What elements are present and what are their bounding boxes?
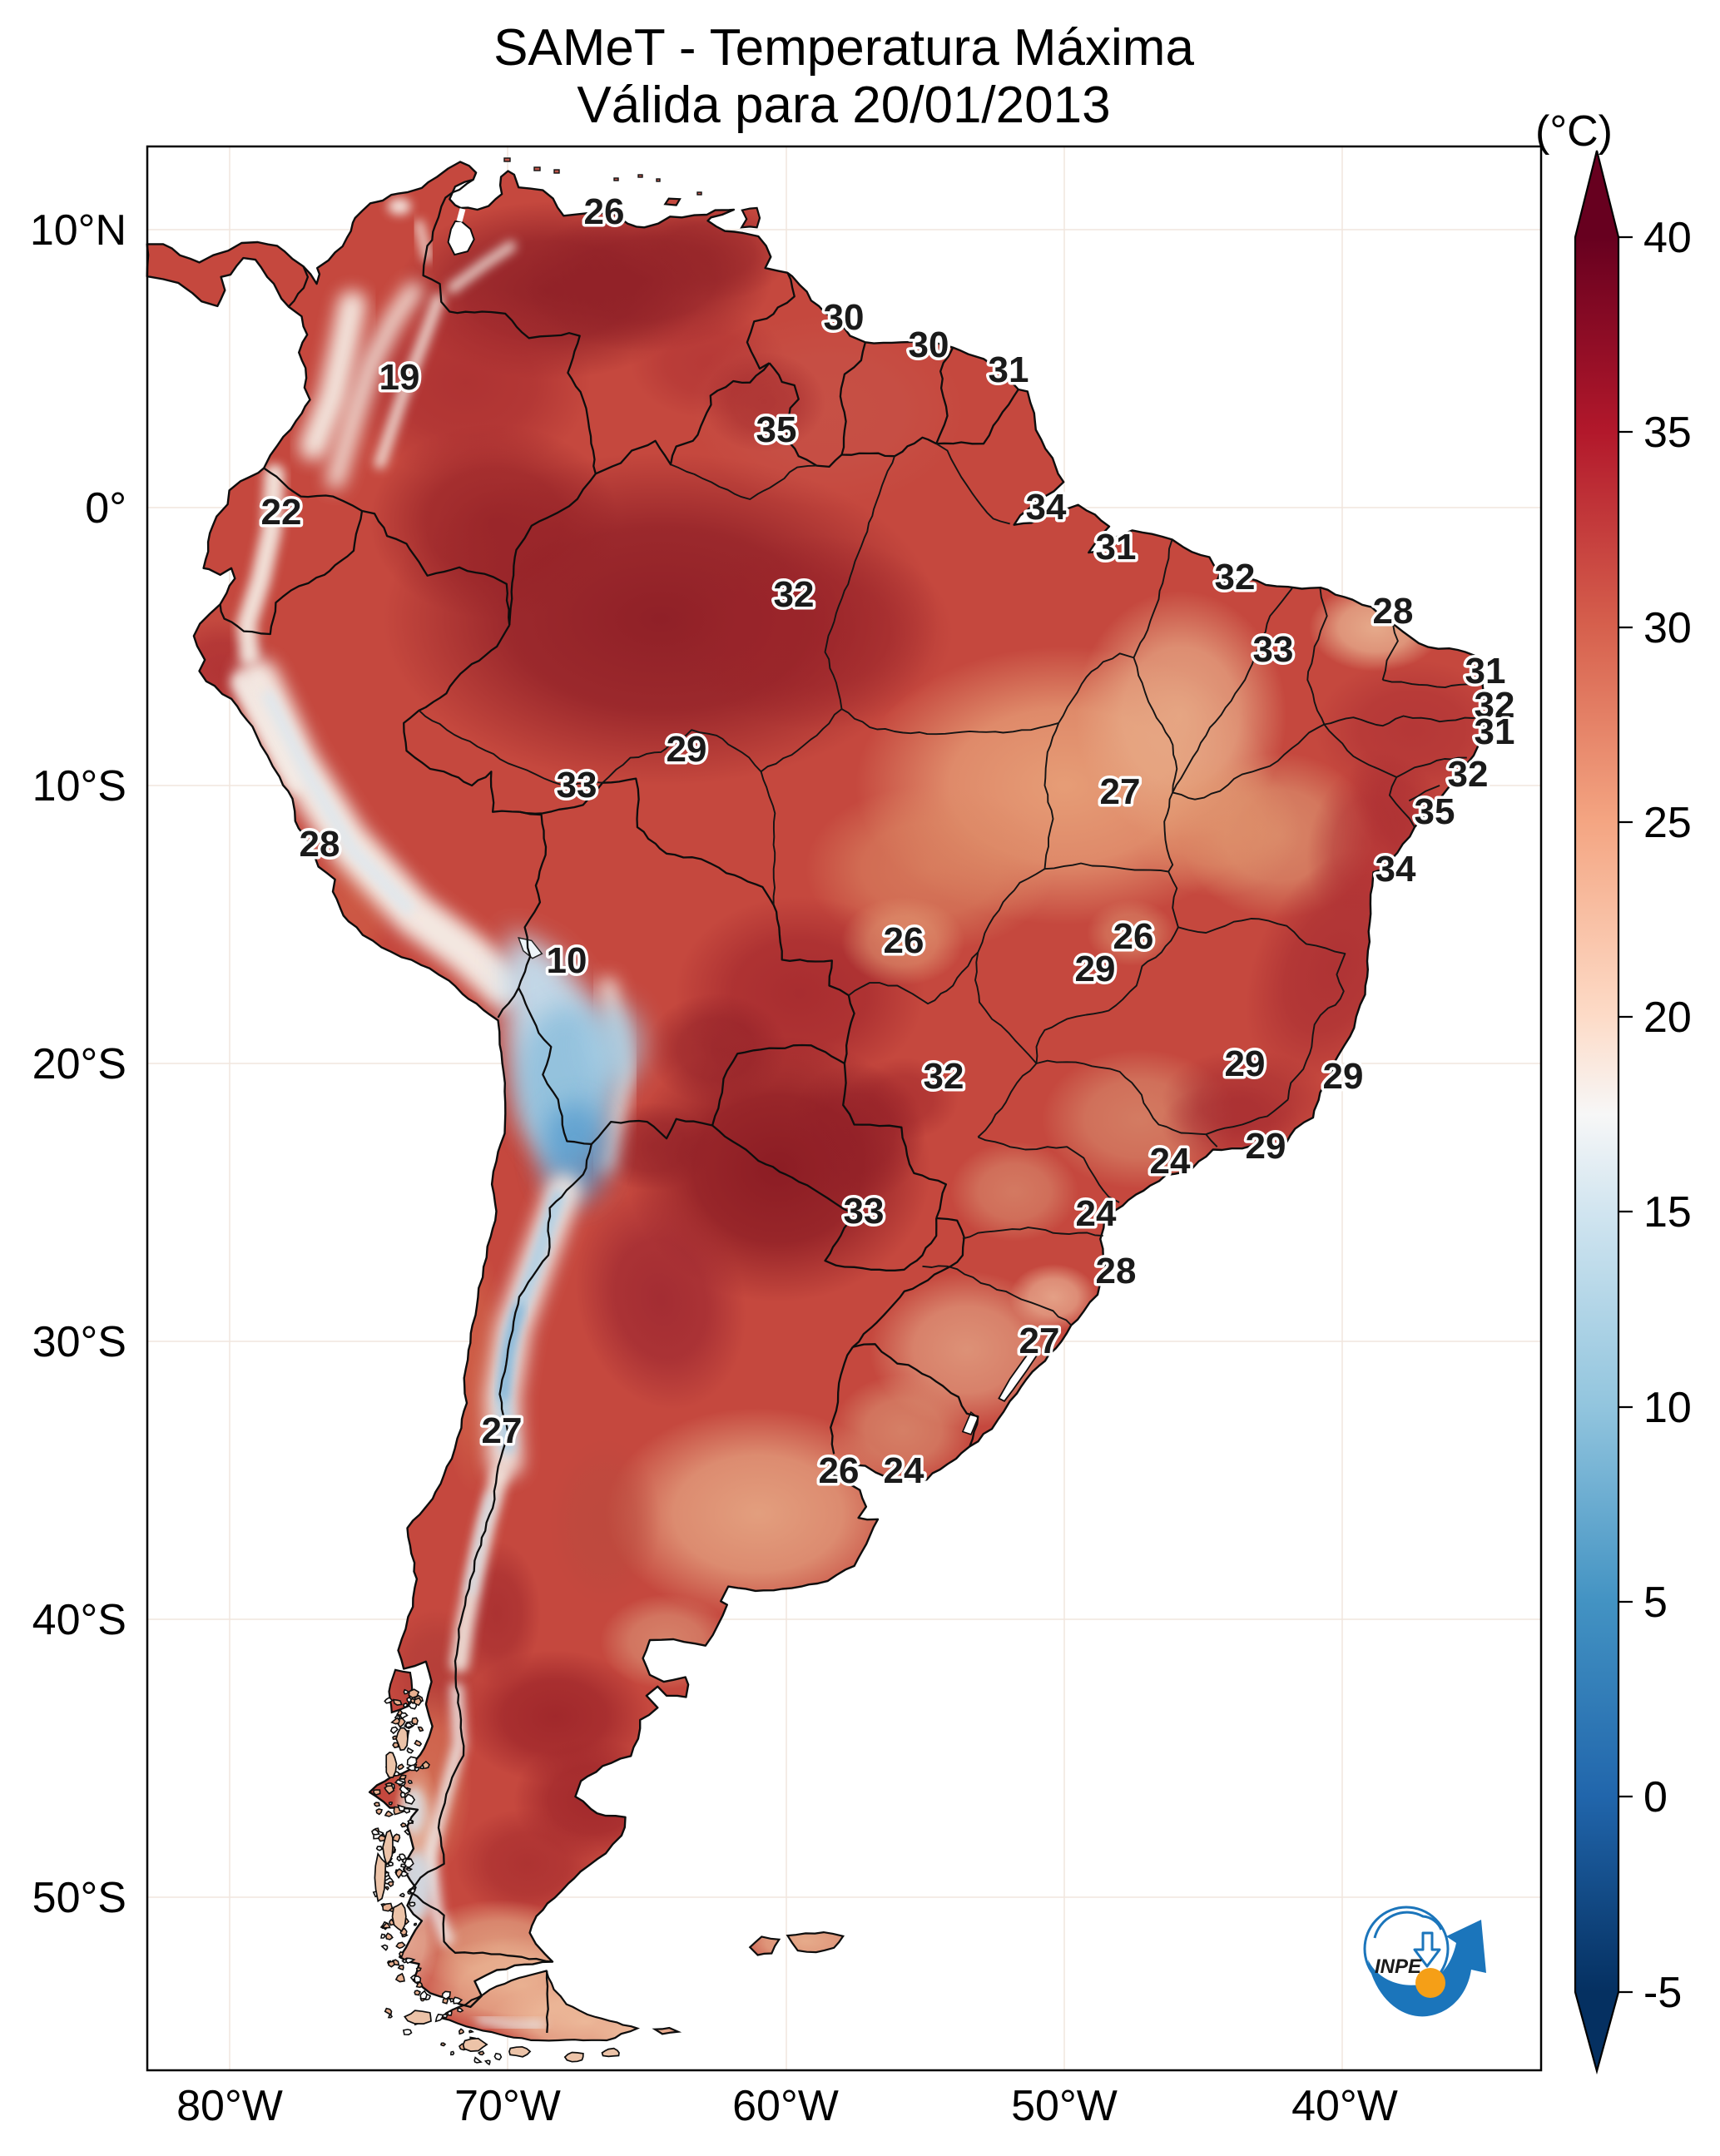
svg-text:-5: -5 — [1643, 1969, 1682, 2017]
svg-text:26: 26 — [584, 191, 625, 232]
svg-text:24: 24 — [884, 1450, 924, 1491]
svg-text:40: 40 — [1643, 214, 1692, 262]
svg-text:SAMeT - Temperatura Máxima: SAMeT - Temperatura Máxima — [493, 19, 1194, 77]
svg-text:32: 32 — [1215, 557, 1256, 597]
svg-text:28: 28 — [1373, 591, 1414, 632]
svg-text:34: 34 — [1376, 849, 1416, 890]
svg-text:29: 29 — [1246, 1126, 1286, 1167]
svg-text:26: 26 — [1113, 916, 1154, 957]
svg-text:INPE: INPE — [1375, 1955, 1422, 1978]
svg-text:27: 27 — [482, 1410, 523, 1451]
svg-text:20: 20 — [1643, 994, 1692, 1042]
svg-text:35: 35 — [1415, 791, 1455, 832]
svg-text:32: 32 — [1475, 685, 1515, 726]
svg-text:10: 10 — [1643, 1384, 1692, 1432]
svg-text:33: 33 — [557, 765, 597, 805]
svg-text:28: 28 — [300, 824, 340, 865]
svg-text:10: 10 — [547, 940, 587, 981]
svg-text:29: 29 — [1225, 1043, 1266, 1084]
svg-text:25: 25 — [1643, 799, 1692, 847]
svg-text:20°S: 20°S — [32, 1040, 126, 1088]
svg-text:19: 19 — [379, 357, 420, 398]
svg-text:5: 5 — [1643, 1579, 1668, 1627]
svg-text:15: 15 — [1643, 1188, 1692, 1237]
svg-text:50°W: 50°W — [1011, 2082, 1118, 2130]
svg-text:24: 24 — [1076, 1193, 1117, 1234]
svg-text:34: 34 — [1026, 487, 1067, 528]
svg-text:40°S: 40°S — [32, 1596, 126, 1644]
svg-text:30°S: 30°S — [32, 1318, 126, 1366]
svg-text:29: 29 — [667, 729, 707, 770]
svg-text:26: 26 — [884, 920, 924, 961]
svg-text:35: 35 — [756, 409, 797, 450]
svg-text:33: 33 — [844, 1191, 885, 1232]
svg-text:27: 27 — [1019, 1321, 1060, 1361]
svg-text:26: 26 — [819, 1450, 860, 1491]
svg-text:80°W: 80°W — [176, 2082, 283, 2130]
svg-text:40°W: 40°W — [1291, 2082, 1398, 2130]
svg-text:31: 31 — [989, 349, 1029, 390]
svg-text:31: 31 — [1465, 651, 1506, 691]
svg-text:22: 22 — [261, 492, 302, 533]
svg-text:31: 31 — [1096, 527, 1137, 567]
svg-text:(°C): (°C) — [1535, 107, 1613, 156]
svg-text:31: 31 — [1475, 711, 1515, 752]
svg-text:30: 30 — [909, 325, 949, 365]
svg-text:10°N: 10°N — [30, 206, 126, 255]
svg-text:70°W: 70°W — [454, 2082, 561, 2130]
svg-text:10°S: 10°S — [32, 762, 126, 810]
svg-text:32: 32 — [1448, 754, 1489, 795]
svg-text:33: 33 — [1253, 629, 1294, 670]
svg-text:29: 29 — [1323, 1056, 1364, 1097]
svg-text:0°: 0° — [85, 484, 126, 533]
svg-text:24: 24 — [1150, 1141, 1191, 1182]
svg-text:60°W: 60°W — [732, 2082, 839, 2130]
svg-text:50°S: 50°S — [32, 1874, 126, 1922]
svg-text:27: 27 — [1100, 771, 1141, 812]
svg-text:30: 30 — [824, 297, 865, 338]
svg-text:35: 35 — [1643, 409, 1692, 457]
svg-text:Válida para 20/01/2013: Válida para 20/01/2013 — [577, 77, 1110, 134]
svg-text:30: 30 — [1643, 604, 1692, 652]
svg-text:28: 28 — [1096, 1251, 1137, 1291]
svg-text:32: 32 — [924, 1056, 964, 1097]
svg-text:0: 0 — [1643, 1773, 1668, 1821]
svg-text:32: 32 — [774, 574, 815, 615]
svg-text:29: 29 — [1075, 949, 1116, 989]
